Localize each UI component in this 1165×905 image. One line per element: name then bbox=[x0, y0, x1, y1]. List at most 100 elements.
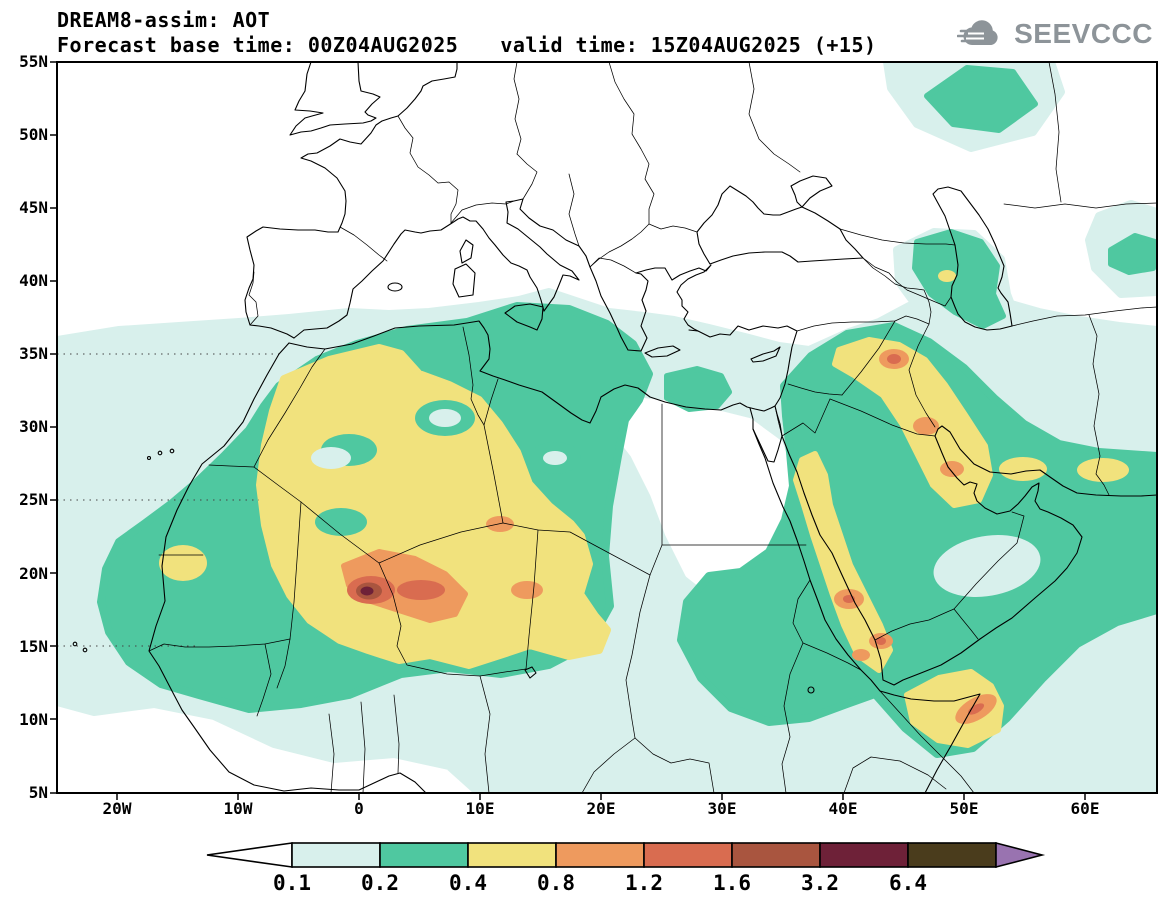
lake-tana bbox=[807, 686, 815, 694]
lat-ticks bbox=[50, 61, 57, 794]
canary-island bbox=[157, 450, 163, 456]
caucasus-green-patch bbox=[912, 229, 1006, 329]
colorbar-box-2 bbox=[379, 842, 469, 868]
colorbar-box-3 bbox=[467, 842, 557, 868]
gulf-orange-spot bbox=[940, 461, 964, 477]
coastlines bbox=[72, 62, 1157, 793]
seevccc-logo: SEEVCCC bbox=[957, 18, 1153, 50]
cloud-icon bbox=[957, 20, 998, 46]
lon-tick-label: 10W bbox=[223, 799, 253, 818]
colorbar-box-5 bbox=[643, 842, 733, 868]
lake-chad bbox=[524, 666, 537, 679]
red-sea-yellow-band bbox=[793, 451, 893, 673]
colorbar-box-6 bbox=[731, 842, 821, 868]
cyan-hole bbox=[429, 409, 461, 427]
colorbar-label: 0.2 bbox=[361, 871, 399, 895]
zagros-orange-spot bbox=[913, 417, 939, 435]
caucasus-yellow-dot bbox=[938, 270, 956, 282]
canary-island bbox=[169, 448, 175, 454]
lat-tick-label: 55N bbox=[19, 52, 48, 71]
africa-mediterranean-coast bbox=[288, 320, 798, 424]
lat-tick-label: 40N bbox=[19, 271, 48, 290]
colorbar-box-8 bbox=[907, 842, 997, 868]
rub-al-khali-cyan-hole bbox=[933, 535, 1041, 597]
gulf-yellow-spot bbox=[999, 457, 1047, 481]
colorbar-label: 1.2 bbox=[625, 871, 663, 895]
north-mediterranean-coast bbox=[293, 216, 545, 339]
africa-atlantic-coast bbox=[148, 342, 427, 793]
lat-tick-label: 15N bbox=[19, 637, 48, 656]
colorbar-right-arrow bbox=[995, 841, 1046, 869]
danakil-orange-spot bbox=[852, 649, 870, 661]
colorbar-label: 0.1 bbox=[273, 871, 311, 895]
lon-tick-label: 50E bbox=[949, 799, 979, 818]
lon-tick-label: 20E bbox=[586, 799, 616, 818]
lat-tick-label: 25N bbox=[19, 490, 48, 509]
valid-time-label: valid time: 15Z04AUG2025 (+15) bbox=[500, 33, 877, 57]
black-sea-coast bbox=[696, 185, 864, 265]
coastal-yellow-patch bbox=[159, 545, 207, 581]
arabia-and-gulf-coast bbox=[781, 425, 1157, 686]
sahara-red-core-east bbox=[397, 580, 445, 600]
caspian-sea-coast bbox=[932, 186, 1013, 331]
cape-verde-island bbox=[72, 641, 78, 647]
corsica-coast bbox=[459, 239, 474, 264]
lon-ticks bbox=[116, 793, 1086, 800]
aegean-turkey-coast bbox=[635, 264, 712, 332]
forecast-base-time-label: Forecast base time: 00Z04AUG2025 bbox=[57, 33, 459, 57]
red-dot bbox=[967, 703, 985, 715]
horn-of-africa-yellow-patch bbox=[904, 669, 1004, 748]
russia-green-patch bbox=[924, 65, 1038, 133]
lon-tick-label: 40E bbox=[828, 799, 858, 818]
britain-coast bbox=[289, 62, 381, 136]
right-edge-green-patch bbox=[1108, 233, 1157, 275]
colorbar-box-7 bbox=[819, 842, 909, 868]
lon-tick-label: 60E bbox=[1070, 799, 1100, 818]
gridlines bbox=[57, 353, 284, 647]
lat-tick-label: 30N bbox=[19, 417, 48, 436]
lon-tick-label: 10E bbox=[465, 799, 495, 818]
aot-contour-fill-layer bbox=[57, 62, 1157, 793]
iberia-france-coast bbox=[244, 62, 458, 339]
colorbar bbox=[206, 841, 1046, 869]
aot-hole-layer bbox=[311, 400, 1041, 597]
red-dot bbox=[876, 637, 886, 645]
lon-tick-label: 20W bbox=[102, 799, 132, 818]
colorbar-label: 6.4 bbox=[889, 871, 927, 895]
lat-tick-label: 50N bbox=[19, 125, 48, 144]
lat-tick-label: 10N bbox=[19, 710, 48, 729]
sardinia-coast bbox=[452, 263, 476, 298]
east-iran-yellow-spot bbox=[1077, 458, 1129, 482]
colorbar-box-1 bbox=[291, 842, 381, 868]
colorbar-label: 0.4 bbox=[449, 871, 487, 895]
cyan-hole bbox=[311, 447, 351, 469]
red-dot bbox=[887, 354, 901, 364]
cape-verde-island bbox=[82, 647, 88, 653]
colorbar-label: 3.2 bbox=[801, 871, 839, 895]
cyan-hole bbox=[543, 451, 567, 465]
colorbar-label: 0.8 bbox=[537, 871, 575, 895]
lat-tick-label: 45N bbox=[19, 198, 48, 217]
mallorca-coast bbox=[387, 282, 403, 292]
middle-east-green-plume bbox=[677, 322, 1157, 758]
aot-level-3.2-core bbox=[360, 586, 374, 596]
lon-tick-label: 30E bbox=[707, 799, 737, 818]
sicily-coast bbox=[504, 303, 544, 331]
canary-island bbox=[146, 455, 152, 461]
lat-tick-label: 5N bbox=[28, 783, 48, 802]
chart-title: DREAM8-assim: AOT bbox=[57, 8, 271, 32]
colorbar-left-arrow bbox=[206, 842, 293, 868]
sinai-coast bbox=[749, 405, 783, 463]
green-hole bbox=[315, 508, 367, 536]
colorbar-bins bbox=[206, 841, 1046, 869]
cyprus-coast bbox=[750, 346, 781, 363]
colorbar-label: 1.6 bbox=[713, 871, 751, 895]
lon-tick-label: 0 bbox=[354, 799, 364, 818]
colorbar-box-4 bbox=[555, 842, 645, 868]
italy-adriatic-greece-coast bbox=[505, 198, 649, 352]
lat-tick-label: 20N bbox=[19, 564, 48, 583]
lat-tick-label: 35N bbox=[19, 344, 48, 363]
azov-sea-coast bbox=[790, 175, 833, 208]
red-sea-african-coast bbox=[752, 428, 981, 793]
